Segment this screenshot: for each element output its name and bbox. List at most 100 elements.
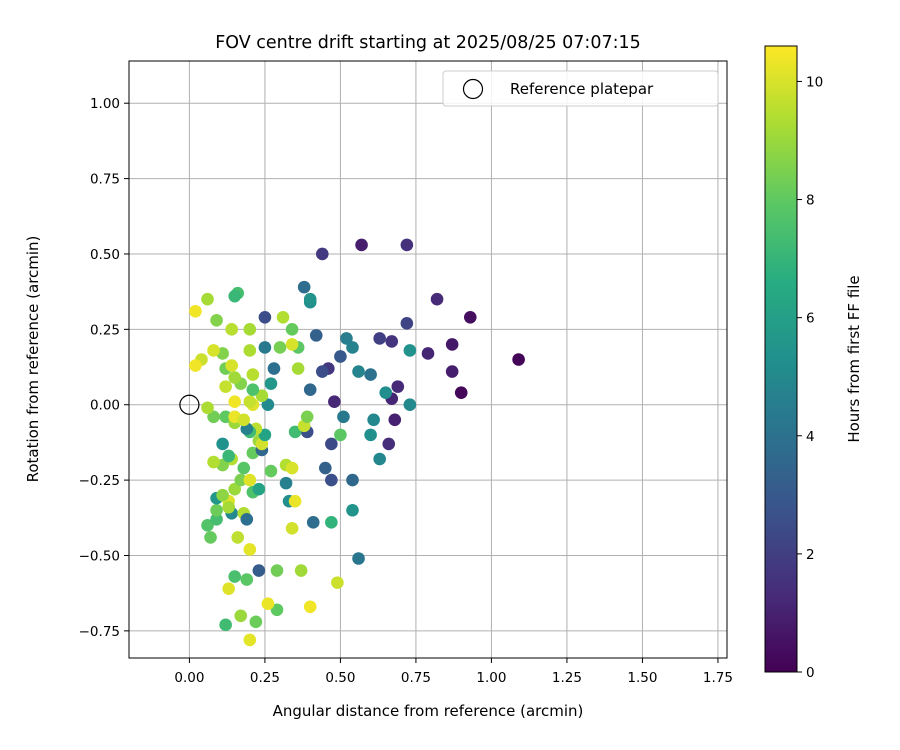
data-point: [207, 455, 220, 469]
data-point: [240, 573, 254, 586]
y-tick-label: −0.50: [79, 548, 120, 564]
data-point: [403, 398, 417, 412]
reference-marker-layer: [179, 394, 200, 415]
data-point: [225, 323, 238, 336]
data-point: [303, 383, 317, 396]
colorbar-tick-label: 6: [806, 311, 815, 327]
data-point: [315, 365, 329, 378]
data-point: [270, 564, 284, 577]
data-point: [288, 494, 302, 508]
x-tick-label: 1.00: [476, 670, 506, 686]
data-point: [201, 519, 214, 532]
data-point: [373, 452, 386, 466]
chart-title: FOV centre drift starting at 2025/08/25 …: [215, 33, 641, 53]
data-point: [243, 344, 257, 357]
y-tick-label: −0.75: [79, 624, 120, 640]
data-point: [228, 482, 242, 496]
data-point: [255, 389, 269, 402]
data-point: [252, 482, 266, 496]
data-point: [216, 488, 229, 502]
data-point: [315, 247, 329, 261]
reference-platepar-marker: [179, 394, 200, 415]
data-point: [189, 304, 202, 318]
data-point: [340, 332, 353, 345]
data-point: [388, 413, 402, 427]
colorbar-tick-label: 4: [806, 429, 815, 445]
data-point: [246, 368, 260, 381]
data-point: [325, 516, 338, 529]
data-point: [216, 437, 229, 451]
data-point: [252, 564, 266, 577]
legend-reference-marker: [462, 78, 484, 100]
y-tick-label: 0.25: [90, 322, 120, 338]
y-axis-ticks: −0.75 −0.50 −0.25 0.00 0.25 0.50 0.75 1.00: [79, 96, 129, 640]
x-tick-label: 0.25: [250, 670, 280, 686]
data-point: [334, 428, 347, 442]
data-point: [243, 543, 257, 556]
legend: Reference platepar: [442, 70, 719, 107]
data-point: [285, 338, 299, 351]
data-point: [346, 503, 359, 517]
colorbar-tick-label: 8: [806, 193, 815, 209]
y-tick-label: −0.25: [79, 473, 120, 489]
data-point: [364, 428, 377, 442]
data-point: [285, 461, 299, 475]
data-point: [249, 615, 263, 629]
data-point: [234, 609, 248, 623]
y-tick-label: 0.50: [90, 247, 120, 263]
data-point: [219, 618, 232, 632]
data-point: [246, 383, 260, 396]
data-point: [337, 410, 350, 424]
data-point: [240, 513, 254, 526]
data-point: [201, 401, 214, 415]
data-point: [258, 341, 272, 354]
data-point: [201, 292, 214, 306]
colorbar: 0 2 4 6 8 10 Hours from first FF file: [764, 45, 863, 681]
data-point: [258, 310, 272, 324]
data-point: [355, 238, 368, 252]
x-tick-label: 1.25: [552, 670, 582, 686]
data-point: [261, 398, 275, 412]
data-point: [222, 500, 235, 514]
data-point: [285, 522, 299, 535]
data-point: [352, 552, 365, 565]
data-point: [264, 464, 278, 478]
x-tick-label: 0.00: [174, 670, 204, 686]
data-point: [231, 531, 245, 544]
colorbar-tick-label: 10: [806, 74, 823, 90]
x-axis-ticks: 0.00 0.25 0.50 0.75 1.00 1.25 1.50 1.75: [174, 658, 733, 686]
data-point: [210, 513, 223, 526]
data-point: [234, 473, 248, 487]
data-point: [258, 428, 272, 442]
colorbar-label: Hours from first FF file: [845, 275, 863, 442]
data-point: [204, 531, 217, 544]
colorbar-ticks: 0 2 4 6 8 10: [797, 74, 823, 681]
y-tick-label: 0.00: [90, 398, 120, 414]
data-point: [346, 341, 359, 354]
data-point: [207, 344, 220, 357]
data-point: [228, 289, 242, 303]
legend-box: [442, 70, 719, 107]
data-point: [331, 576, 344, 589]
data-point: [403, 344, 417, 357]
data-point: [222, 449, 235, 463]
data-point: [243, 323, 257, 336]
data-point: [243, 395, 257, 409]
data-point: [385, 335, 399, 348]
data-point: [228, 371, 242, 384]
x-tick-label: 1.75: [703, 670, 733, 686]
data-point: [219, 410, 232, 424]
grid: [129, 61, 727, 658]
data-point: [346, 473, 359, 487]
data-point: [291, 362, 305, 375]
data-point: [303, 292, 317, 306]
y-tick-label: 1.00: [90, 96, 120, 112]
data-point: [294, 564, 308, 577]
data-point: [512, 353, 525, 366]
data-point: [379, 386, 393, 399]
data-point: [288, 425, 302, 439]
data-point: [373, 332, 386, 345]
data-point: [189, 359, 202, 372]
data-point: [237, 461, 251, 475]
